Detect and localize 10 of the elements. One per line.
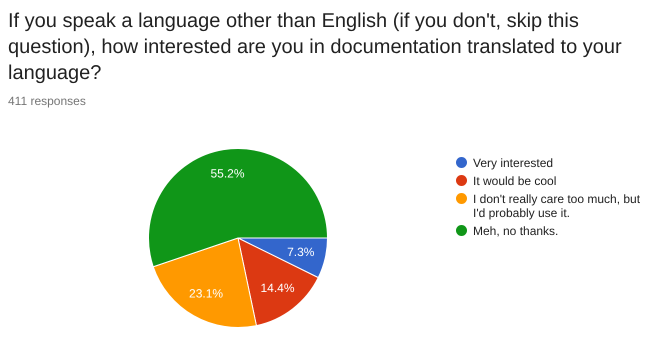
legend-label: I don't really care too much, but I'd probably use it. <box>473 192 642 220</box>
legend-label: Meh, no thanks. <box>473 224 558 238</box>
legend-label: Very interested <box>473 156 554 170</box>
chart-title: If you speak a language other than English (if you don't, skip this question), how interested are you in documentation translated to your language? <box>8 9 623 86</box>
text: 411 responses <box>8 94 86 108</box>
legend-label: It would be cool <box>473 174 556 188</box>
data-label: 23.1% <box>189 286 224 300</box>
data-label: 14.4% <box>260 281 295 296</box>
data-label: 7.3% <box>287 244 315 259</box>
data-label: 55.2% <box>210 166 245 181</box>
